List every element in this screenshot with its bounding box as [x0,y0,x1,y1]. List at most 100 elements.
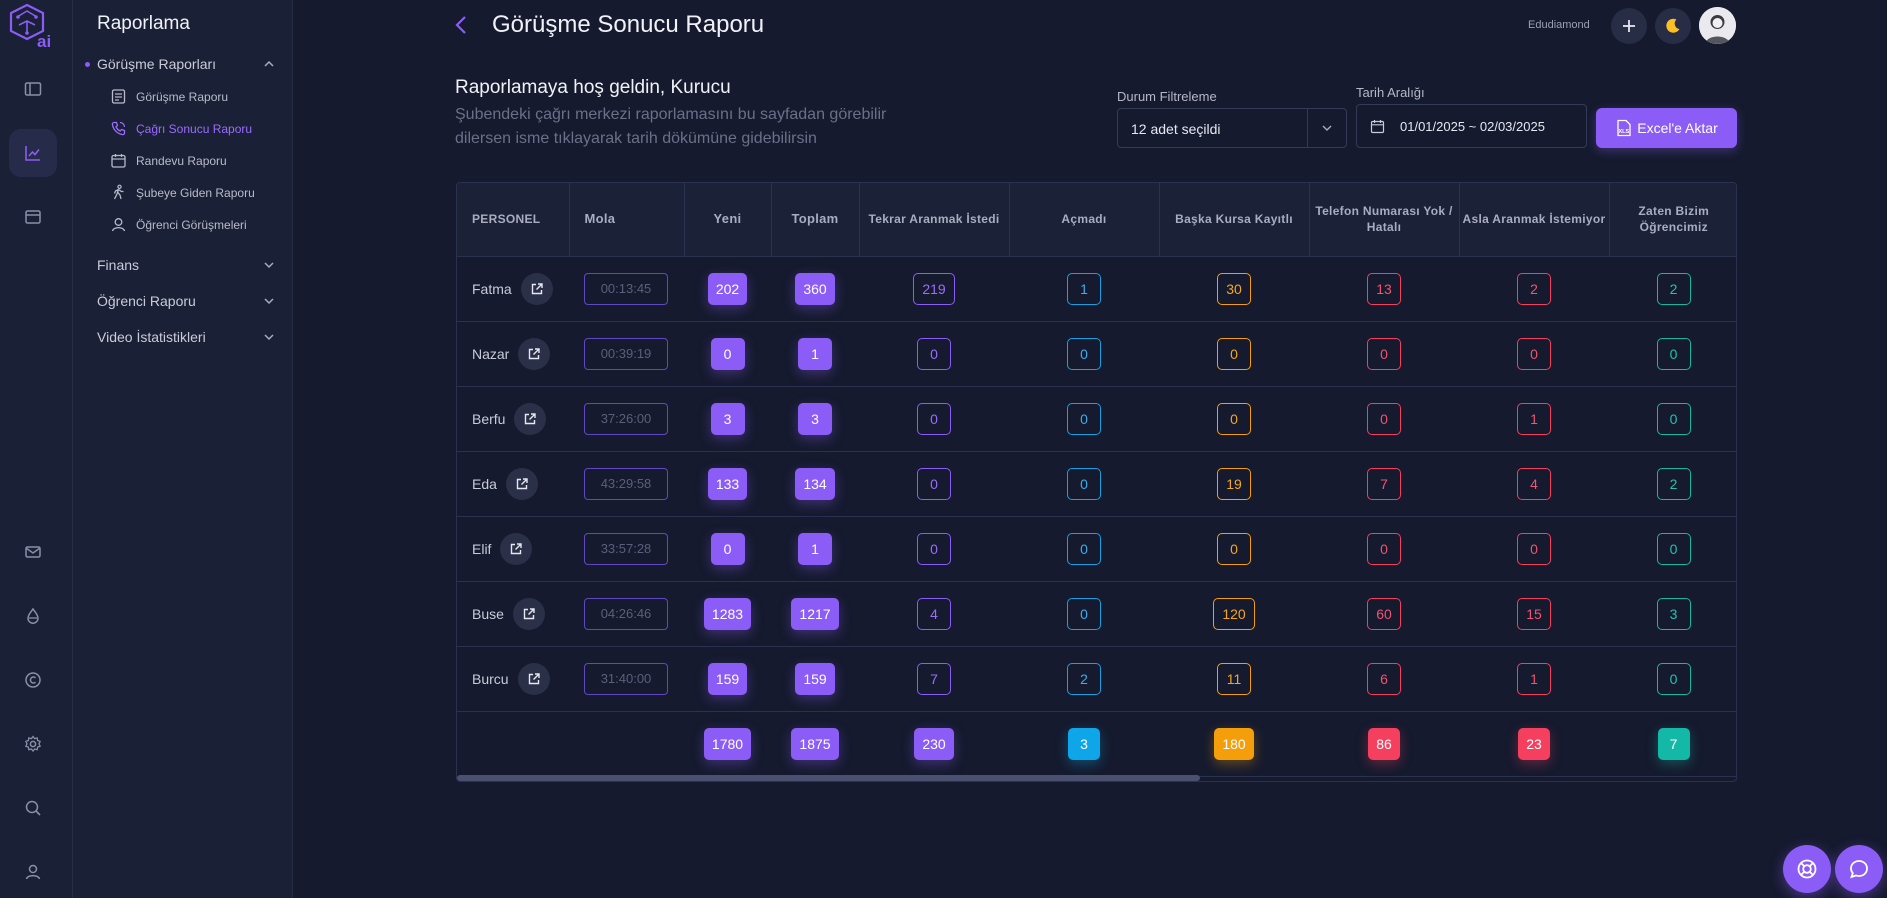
theme-toggle-button[interactable] [1655,8,1691,44]
personel-name-link[interactable]: Fatma [472,280,512,297]
table-row: Nazar 00:39:19 0 1 0 0 0 0 0 0 [457,321,1736,387]
col-header-asla-aranmak-istemiyor[interactable]: Asla Aranmak İstemiyor [1459,183,1610,257]
avatar[interactable] [1699,7,1736,44]
excel-export-button[interactable]: XLS Excel'e Aktar [1596,108,1737,148]
cell-baska: 0 [1159,386,1309,452]
drop-rail-button[interactable] [9,592,57,640]
cell-telefon: 13 [1309,256,1459,322]
drop-icon [27,607,39,624]
external-link-icon [531,282,543,294]
total-badge-telefon: 86 [1368,727,1400,760]
back-arrow-icon[interactable] [453,14,469,36]
cell-zaten: 0 [1609,516,1736,582]
value-badge-yeni: 159 [707,662,748,695]
cell-asla: 1 [1459,386,1609,452]
search-icon [25,800,41,816]
reports-rail-button[interactable] [9,129,57,177]
col-header-yeni[interactable]: Yeni [684,183,772,257]
col-header-tekrar-aranmak-istedi[interactable]: Tekrar Aranmak İstedi [859,183,1010,257]
walking-icon [113,184,124,200]
value-badge-baska: 30 [1217,272,1251,305]
open-detail-button[interactable] [505,467,538,500]
icon-rail: ai [0,0,73,898]
col-header-telefon-yok-hatali[interactable]: Telefon Numarası Yok / Hatalı [1309,183,1460,257]
cell-tekrar: 4 [859,581,1009,647]
sidebar-toggle-button[interactable] [9,65,57,113]
cell-mola: 00:39:19 [569,321,684,387]
chevron-down-icon [264,298,274,305]
search-rail-button[interactable] [9,784,57,832]
sidebar-group-video-istatistikleri[interactable]: Video İstatistikleri [97,329,275,345]
open-detail-button[interactable] [517,662,550,695]
table-row: Eda 43:29:58 133 134 0 0 19 7 4 2 [457,451,1736,517]
copyright-rail-button[interactable] [9,656,57,704]
sidebar-item-cagri-sonucu-raporu[interactable]: Çağrı Sonucu Raporu [110,120,252,137]
sidebar-item-subeye-giden-raporu[interactable]: Şubeye Giden Raporu [110,184,255,201]
total-cell-baska: 180 [1159,711,1309,777]
total-cell-tekrar: 230 [859,711,1009,777]
value-badge-tekrar: 0 [917,532,951,565]
cell-acmadi: 0 [1009,386,1159,452]
cell-tekrar: 0 [859,451,1009,517]
window-rail-button[interactable] [9,193,57,241]
col-header-baska-kursa-kayitli[interactable]: Başka Kursa Kayıtlı [1159,183,1310,257]
open-detail-button[interactable] [520,272,553,305]
add-button[interactable] [1611,8,1647,44]
cell-personel: Nazar [457,321,569,387]
settings-rail-button[interactable] [9,720,57,768]
col-header-mola[interactable]: Mola [569,183,685,257]
open-detail-button[interactable] [518,337,551,370]
value-badge-toplam: 3 [798,402,832,435]
col-header-acmadi[interactable]: Açmadı [1009,183,1160,257]
profile-rail-button[interactable] [9,848,57,896]
open-detail-button[interactable] [500,532,533,565]
cell-toplam: 1 [771,321,859,387]
report-table-container[interactable]: PERSONEL Mola Yeni Toplam Tekrar Aranmak… [456,182,1737,782]
sidebar-item-label: Görüşme Raporu [136,89,229,104]
open-detail-button[interactable] [514,402,547,435]
personel-name-link[interactable]: Buse [472,605,504,622]
sidebar-item-gorusme-raporu[interactable]: Görüşme Raporu [110,88,228,105]
date-range-input[interactable]: 01/01/2025 ~ 02/03/2025 [1356,104,1587,148]
col-header-personel[interactable]: PERSONEL [457,183,570,257]
personel-name-link[interactable]: Elif [472,540,492,557]
xls-badge-text: XLS [1619,129,1630,135]
cell-baska: 11 [1159,646,1309,712]
help-button[interactable] [1783,845,1831,893]
value-badge-toplam: 159 [795,662,835,695]
mail-rail-button[interactable] [9,528,57,576]
chat-button[interactable] [1835,845,1883,893]
cell-telefon: 60 [1309,581,1459,647]
status-filter-select[interactable]: 12 adet seçildi [1117,108,1347,148]
cell-mola: 37:26:00 [569,386,684,452]
personel-name-link[interactable]: Berfu [472,410,506,427]
sidebar-item-randevu-raporu[interactable]: Randevu Raporu [110,152,227,169]
open-detail-button[interactable] [512,597,545,630]
brand-logo-icon[interactable]: ai [7,3,59,49]
cell-personel: Elif [457,516,569,582]
value-badge-tekrar: 0 [917,337,951,370]
cell-acmadi: 0 [1009,451,1159,517]
value-badge-asla: 2 [1517,272,1551,305]
value-badge-telefon: 0 [1367,532,1401,565]
horizontal-scrollbar[interactable] [457,775,1200,781]
sidebar-group-finans[interactable]: Finans [97,257,275,273]
cell-personel: Eda [457,451,569,517]
chevron-down-icon[interactable] [1321,122,1333,134]
sidebar-item-ogrenci-gorusmeleri[interactable]: Öğrenci Görüşmeleri [110,216,247,233]
chat-bubble-icon [1850,860,1868,879]
personel-name-link[interactable]: Nazar [472,345,510,362]
value-badge-asla: 1 [1517,402,1551,435]
col-header-toplam[interactable]: Toplam [771,183,860,257]
personel-name-link[interactable]: Eda [472,475,497,492]
personel-wrap: Nazar [472,337,569,370]
value-badge-asla: 0 [1517,532,1551,565]
sidebar-title: Raporlama [97,13,190,34]
sidebar-group-gorusme-raporlari[interactable]: Görüşme Raporları [97,56,275,72]
cell-toplam: 1217 [771,581,859,647]
sidebar-group-label: Video İstatistikleri [97,329,206,345]
col-header-zaten-bizim-ogrencimiz[interactable]: Zaten Bizim Öğrencimiz [1609,183,1736,257]
personel-name-link[interactable]: Burcu [472,670,509,687]
sidebar-group-ogrenci-raporu[interactable]: Öğrenci Raporu [97,293,275,309]
